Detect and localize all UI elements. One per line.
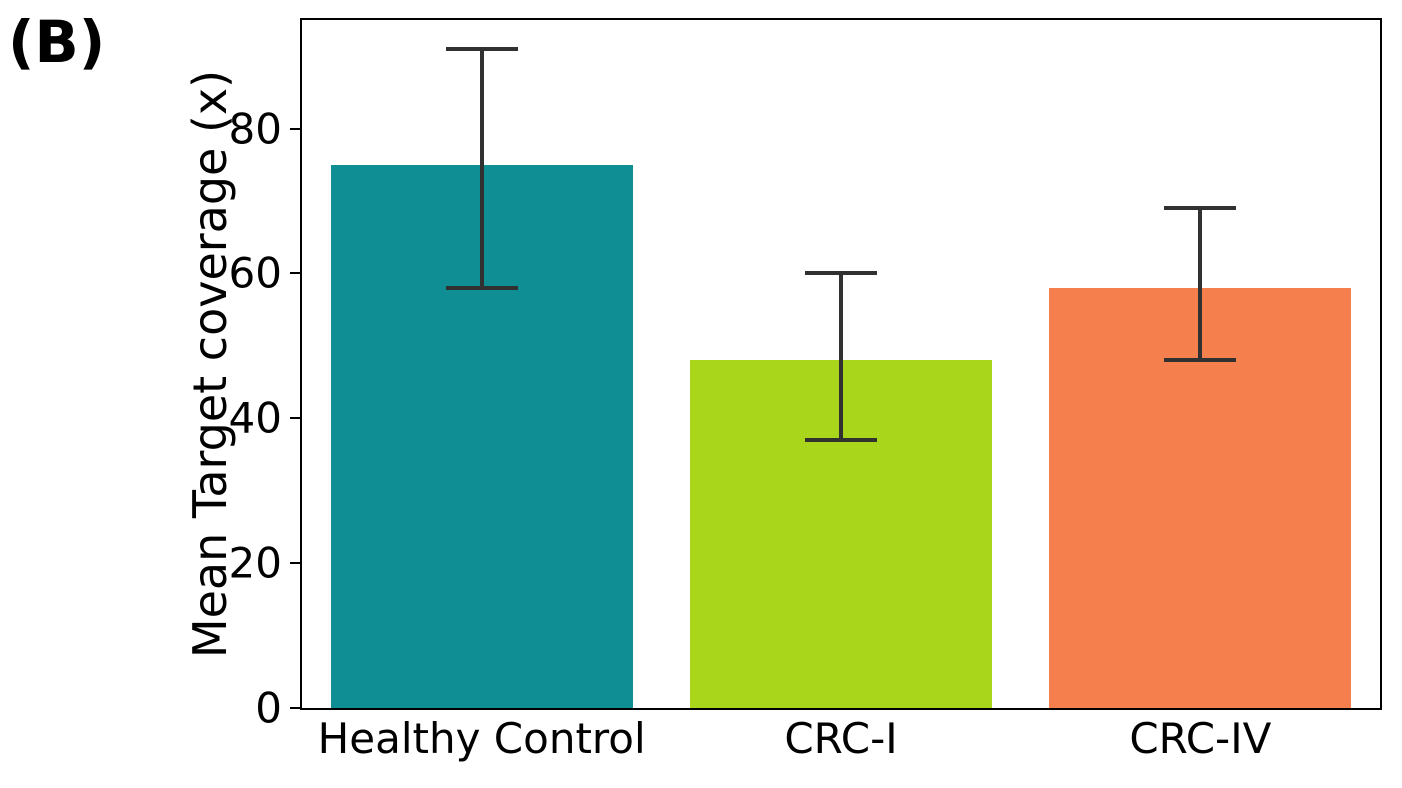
errorbar-cap [1164, 358, 1236, 362]
errorbar-cap [805, 438, 877, 442]
y-tick-mark [290, 562, 300, 564]
x-tick-label: CRC-IV [1129, 714, 1271, 763]
errorbar-line [839, 273, 843, 440]
errorbar-cap [1164, 206, 1236, 210]
y-tick-label: 20 [229, 539, 282, 588]
x-tick-label: Healthy Control [318, 714, 646, 763]
y-tick-mark [290, 272, 300, 274]
y-tick-label: 0 [255, 684, 282, 733]
errorbar-line [1198, 208, 1202, 360]
errorbar-cap [446, 47, 518, 51]
errorbar-line [480, 49, 484, 288]
errorbar-cap [446, 286, 518, 290]
errorbar-cap [805, 271, 877, 275]
y-tick-mark [290, 417, 300, 419]
y-tick-mark [290, 128, 300, 130]
y-tick-label: 60 [229, 249, 282, 298]
x-tick-label: CRC-I [784, 714, 897, 763]
y-tick-mark [290, 707, 300, 709]
panel-label: (B) [8, 8, 105, 76]
bar-chart-plot-area [300, 18, 1382, 710]
y-tick-label: 80 [229, 104, 282, 153]
y-tick-label: 40 [229, 394, 282, 443]
